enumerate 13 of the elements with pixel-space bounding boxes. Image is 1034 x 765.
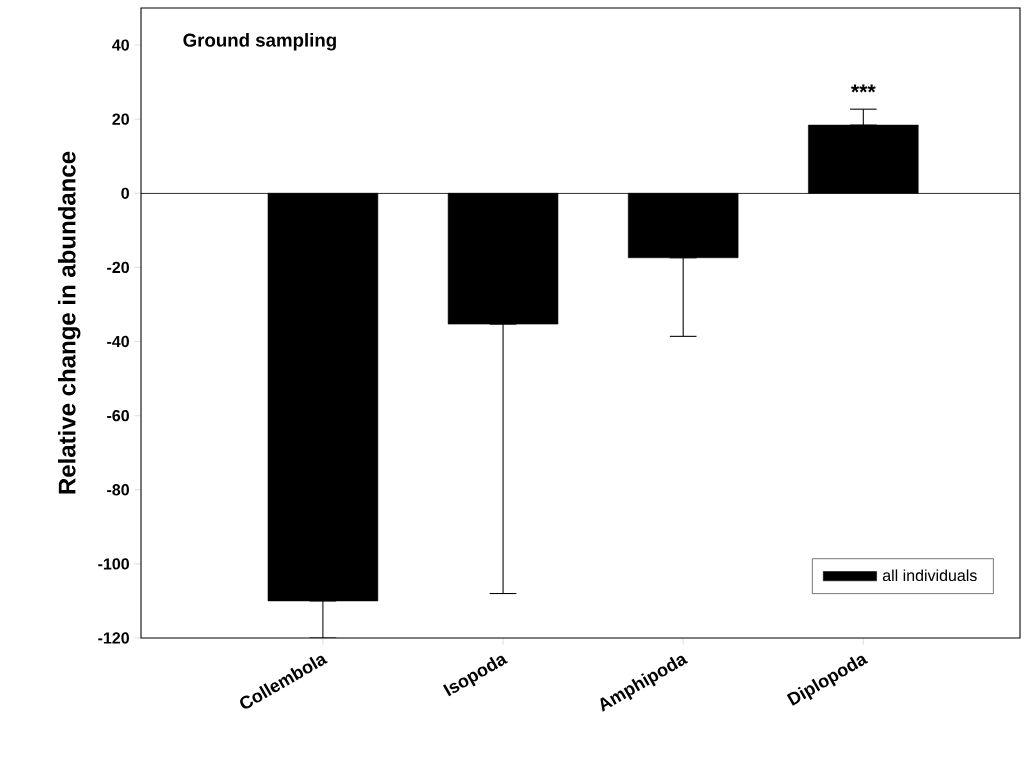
y-tick-label: -60 [107, 409, 129, 422]
y-tick-label: 20 [112, 113, 129, 125]
legend-label: all individuals [882, 569, 977, 582]
y-tick-label: -120 [98, 632, 129, 644]
y-tick-label: 0 [121, 187, 129, 199]
annotation: *** [850, 84, 876, 93]
y-axis-title: Relative change in abundance [57, 151, 81, 494]
y-tick-label: -20 [107, 261, 129, 274]
y-tick-label: -40 [107, 335, 129, 348]
y-tick-label: -100 [98, 558, 129, 570]
y-tick-label: 40 [112, 39, 129, 51]
text: Ground sampling [183, 33, 336, 51]
y-tick-label: -80 [107, 484, 129, 496]
